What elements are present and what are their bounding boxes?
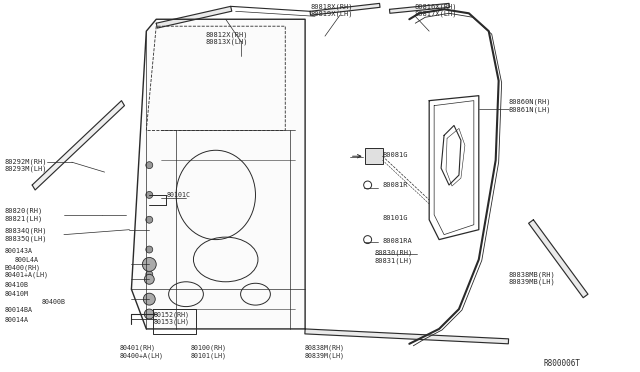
- Circle shape: [145, 274, 154, 284]
- Text: 80101G: 80101G: [383, 215, 408, 221]
- Text: 80081RA: 80081RA: [383, 238, 412, 244]
- Text: 80860N(RH)
80861N(LH): 80860N(RH) 80861N(LH): [509, 99, 551, 113]
- Text: 80101C: 80101C: [166, 192, 190, 198]
- Polygon shape: [529, 220, 588, 298]
- Polygon shape: [156, 6, 232, 28]
- Text: 80081G: 80081G: [383, 152, 408, 158]
- Text: 80014A: 80014A: [4, 317, 28, 323]
- Text: 80081R: 80081R: [383, 182, 408, 188]
- Text: 80292M(RH)
80293M(LH): 80292M(RH) 80293M(LH): [4, 158, 47, 172]
- Circle shape: [146, 271, 153, 278]
- Text: 80410M: 80410M: [4, 291, 28, 297]
- Text: 80401(RH)
80400+A(LH): 80401(RH) 80400+A(LH): [120, 345, 163, 359]
- Circle shape: [146, 311, 153, 318]
- Polygon shape: [310, 3, 380, 15]
- Text: 80014BA: 80014BA: [4, 307, 33, 313]
- Circle shape: [143, 293, 156, 305]
- Bar: [365, 148, 383, 164]
- Polygon shape: [305, 329, 509, 344]
- Text: 80812X(RH)
80813X(LH): 80812X(RH) 80813X(LH): [206, 31, 248, 45]
- Polygon shape: [131, 19, 305, 329]
- Text: 80838M(RH)
80839M(LH): 80838M(RH) 80839M(LH): [305, 345, 345, 359]
- Text: 80820(RH)
80821(LH): 80820(RH) 80821(LH): [4, 208, 43, 222]
- Text: 800L4A: 800L4A: [14, 257, 38, 263]
- Polygon shape: [32, 101, 124, 190]
- Polygon shape: [390, 3, 449, 13]
- Text: 800143A: 800143A: [4, 247, 33, 254]
- Text: B0400(RH)
80401+A(LH): B0400(RH) 80401+A(LH): [4, 264, 49, 278]
- Text: 80816X(RH)
80817X(LH): 80816X(RH) 80817X(LH): [414, 3, 457, 17]
- Text: R800006T: R800006T: [543, 359, 580, 368]
- Circle shape: [142, 257, 156, 271]
- Circle shape: [146, 162, 153, 169]
- Text: 80152(RH)
80153(LH): 80152(RH) 80153(LH): [153, 311, 189, 325]
- Circle shape: [146, 246, 153, 253]
- Text: 80100(RH)
80101(LH): 80100(RH) 80101(LH): [191, 345, 227, 359]
- Circle shape: [145, 309, 154, 319]
- Circle shape: [146, 296, 153, 303]
- Text: 80410B: 80410B: [4, 282, 28, 288]
- Text: 80818X(RH)
80819X(LH): 80818X(RH) 80819X(LH): [310, 3, 353, 17]
- Circle shape: [146, 192, 153, 198]
- Circle shape: [146, 216, 153, 223]
- Text: 80830(RH)
80831(LH): 80830(RH) 80831(LH): [374, 250, 413, 263]
- Text: 80400B: 80400B: [42, 299, 66, 305]
- Text: 80838MB(RH)
80839MB(LH): 80838MB(RH) 80839MB(LH): [509, 271, 556, 285]
- Text: 80834Q(RH)
80835Q(LH): 80834Q(RH) 80835Q(LH): [4, 228, 47, 242]
